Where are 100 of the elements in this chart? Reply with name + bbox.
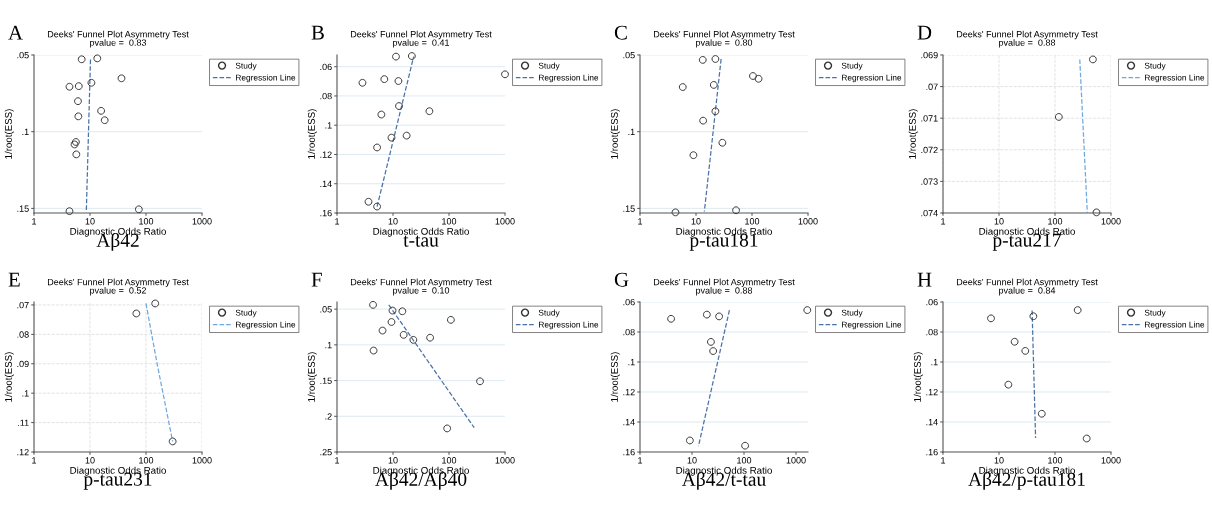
x-tick-label: 1 [335,218,340,225]
chart-subtitle: pvalue = 0.52 [90,287,147,296]
y-tick-label: .071 [921,115,938,122]
y-tick-label: .15 [17,205,29,212]
x-tick-label: 100 [745,218,760,225]
chart-subtitle: pvalue = 0.83 [90,39,147,48]
y-tick-label: .072 [921,146,938,154]
x-tick-label: 10 [687,457,697,464]
y-tick-label: .14 [320,180,332,188]
legend-label: Regression Line [539,321,599,330]
x-tick-label: 1000 [1101,457,1121,464]
y-tick-label: .16 [320,209,332,217]
legend-label: Regression Line [236,321,296,330]
x-axis-title: Diagnostic Odds Ratio [373,227,469,237]
text: B [311,25,324,40]
y-tick-label: .11 [18,419,29,426]
x-tick-label: 1 [638,218,643,225]
y-tick-label: .1 [931,359,938,366]
y-axis-title: 1/root(ESS) [913,352,923,402]
x-tick-label: 1 [32,457,37,464]
y-tick-label: .08 [926,328,938,336]
y-tick-label: .074 [921,209,938,217]
text: t-tau [403,235,439,247]
x-tick-label: 1 [335,457,340,464]
chart-subtitle: pvalue = 0.88 [999,39,1056,48]
legend-label: Regression Line [1145,321,1205,330]
text: A [8,25,23,40]
chart-title: Deeks' Funnel Plot Asymmetry Test [47,278,189,287]
y-axis-title: 1/root(ESS) [908,109,918,159]
x-tick-label: 1000 [1101,218,1121,225]
y-axis-title: 1/root(ESS) [610,352,620,402]
y-tick-label: .16 [926,448,938,456]
text: G [614,272,629,287]
x-tick-label: 100 [139,218,154,225]
y-tick-label: .1 [628,128,635,135]
text: C [614,25,627,40]
x-tick-label: 1 [638,457,643,464]
legend-label: Regression Line [842,321,902,330]
x-tick-label: 1 [941,457,946,464]
x-tick-label: 10 [388,218,398,225]
legend-label: Regression Line [842,74,902,83]
y-tick-label: .12 [320,151,332,158]
y-tick-label: .07 [17,301,29,309]
y-axis-title: 1/root(ESS) [610,109,620,159]
x-tick-label: 1000 [192,218,212,225]
x-tick-label: 1000 [786,457,806,464]
x-tick-label: 10 [388,457,398,464]
x-tick-label: 1 [941,218,946,225]
y-tick-label: .05 [17,51,29,59]
x-tick-label: 10 [994,457,1004,464]
y-tick-label: .2 [325,413,332,420]
y-tick-label: .07 [926,83,938,90]
chart-title: Deeks' Funnel Plot Asymmetry Test [47,30,189,40]
y-tick-label: .06 [320,63,332,71]
y-tick-label: .15 [320,377,332,384]
y-tick-label: .073 [921,178,938,185]
text: D [917,25,932,40]
chart-title: Deeks' Funnel Plot Asymmetry Test [350,278,492,287]
x-tick-label: 100 [1048,218,1063,225]
y-tick-label: .069 [921,51,938,59]
x-tick-label: 1000 [495,218,515,225]
y-tick-label: .05 [320,306,332,313]
chart-subtitle: pvalue = 0.80 [696,39,753,48]
y-tick-label: .08 [320,92,332,100]
y-tick-label: .1 [22,390,29,397]
legend-label: Study [841,309,863,318]
y-tick-label: .09 [17,360,29,368]
chart-subtitle: pvalue = 0.84 [999,287,1056,296]
y-tick-label: .12 [623,388,635,396]
legend-label: Study [1144,62,1166,71]
legend-label: Study [235,62,257,71]
x-tick-label: 10 [85,457,95,464]
y-tick-label: .25 [320,448,332,456]
x-tick-label: 1000 [192,457,212,464]
y-tick-label: .12 [17,448,29,456]
chart-title: Deeks' Funnel Plot Asymmetry Test [653,30,795,40]
chart-title: Deeks' Funnel Plot Asymmetry Test [956,278,1098,287]
y-axis-title: 1/root(ESS) [4,352,14,402]
y-tick-label: .08 [623,328,635,336]
legend-label: Regression Line [1145,74,1205,83]
y-tick-label: .16 [623,448,635,456]
legend-label: Study [235,309,257,318]
legend-label: Study [841,62,863,71]
legend-label: Regression Line [539,74,599,83]
text: E [8,272,20,287]
x-tick-label: 1000 [495,457,515,464]
y-tick-label: .06 [623,298,635,306]
y-axis-title: 1/root(ESS) [307,109,317,159]
y-axis-title: 1/root(ESS) [4,109,14,159]
chart-subtitle: pvalue = 0.88 [696,287,753,296]
text: H [917,272,932,287]
x-tick-label: 100 [1048,457,1063,464]
chart-title: Deeks' Funnel Plot Asymmetry Test [653,278,795,287]
x-tick-label: 1 [32,218,37,225]
x-tick-label: 100 [139,457,154,464]
y-tick-label: .15 [623,205,635,212]
y-axis-title: 1/root(ESS) [307,352,317,402]
legend-label: Study [538,62,560,71]
x-tick-label: 10 [85,218,95,225]
y-tick-label: .14 [926,419,938,426]
